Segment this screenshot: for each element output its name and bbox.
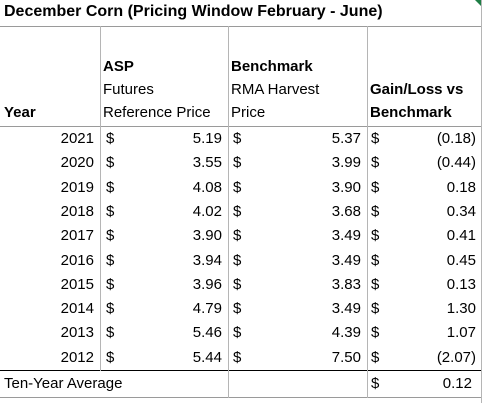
grid-line (0, 126, 482, 127)
gainloss-value: 0.13 (446, 275, 476, 293)
gainloss-value: 1.30 (446, 300, 476, 318)
asp-value: 4.08 (192, 178, 222, 196)
summary-currency: $ (371, 375, 380, 392)
grid-line (228, 26, 229, 398)
benchmark-value: 3.83 (331, 275, 361, 293)
asp-currency: $ (106, 154, 115, 172)
benchmark-currency: $ (233, 300, 242, 318)
gainloss-currency: $ (371, 202, 380, 220)
benchmark-value: 4.39 (331, 324, 361, 342)
gainloss-value: 0.34 (446, 202, 476, 220)
header-year: Year (4, 104, 36, 121)
gainloss-currency: $ (371, 324, 380, 342)
header-asp-line2: Futures (103, 81, 154, 98)
asp-currency: $ (106, 275, 115, 293)
year-cell: 2020 (60, 154, 94, 172)
year-cell: 2015 (60, 275, 94, 293)
gainloss-value: 0.41 (446, 227, 476, 245)
header-gainloss-line2: Benchmark (370, 104, 452, 121)
asp-currency: $ (106, 178, 115, 196)
gainloss-value: (0.18) (436, 130, 476, 147)
year-cell: 2012 (60, 348, 94, 366)
asp-currency: $ (106, 300, 115, 318)
benchmark-currency: $ (233, 275, 242, 293)
year-cell: 2014 (60, 300, 94, 318)
gainloss-value: 0.45 (446, 251, 476, 269)
year-cell: 2017 (60, 227, 94, 245)
gainloss-value: 1.07 (446, 324, 476, 342)
gainloss-currency: $ (371, 178, 380, 196)
asp-value: 3.90 (192, 227, 222, 245)
year-cell: 2013 (60, 324, 94, 342)
benchmark-currency: $ (233, 251, 242, 269)
asp-value: 5.46 (192, 324, 222, 342)
asp-value: 5.19 (192, 130, 222, 147)
benchmark-value: 3.49 (331, 251, 361, 269)
benchmark-currency: $ (233, 324, 242, 342)
year-cell: 2016 (60, 251, 94, 269)
gainloss-currency: $ (371, 251, 380, 269)
benchmark-value: 5.37 (331, 130, 361, 147)
year-cell: 2018 (60, 202, 94, 220)
year-cell: 2019 (60, 178, 94, 196)
header-asp-line3: Reference Price (103, 104, 211, 121)
grid-line (367, 26, 368, 398)
benchmark-value: 3.90 (331, 178, 361, 196)
grid-line (0, 370, 482, 371)
cell-indicator (475, 0, 482, 7)
asp-currency: $ (106, 251, 115, 269)
asp-currency: $ (106, 324, 115, 342)
benchmark-currency: $ (233, 178, 242, 196)
header-benchmark: Benchmark (231, 58, 313, 75)
header-asp: ASP (103, 58, 134, 75)
sheet-title: December Corn (Pricing Window February -… (4, 3, 383, 20)
header-benchmark-line3: Price (231, 104, 266, 121)
asp-value: 5.44 (192, 348, 222, 366)
benchmark-value: 3.99 (331, 154, 361, 172)
gainloss-currency: $ (371, 300, 380, 318)
benchmark-currency: $ (233, 154, 242, 172)
gainloss-currency: $ (371, 348, 380, 366)
gainloss-currency: $ (371, 130, 380, 147)
header-gainloss: Gain/Loss vs (370, 81, 464, 98)
summary-label: Ten-Year Average (4, 375, 123, 392)
gainloss-value: 0.18 (446, 178, 476, 196)
header-benchmark-line2: RMA Harvest (231, 81, 320, 98)
grid-line (100, 26, 101, 371)
benchmark-value: 3.49 (331, 227, 361, 245)
year-cell: 2021 (60, 130, 94, 147)
asp-currency: $ (106, 348, 115, 366)
gainloss-currency: $ (371, 227, 380, 245)
gainloss-value: (0.44) (436, 154, 476, 172)
asp-value: 3.55 (192, 154, 222, 172)
benchmark-currency: $ (233, 227, 242, 245)
gainloss-currency: $ (371, 154, 380, 172)
benchmark-currency: $ (233, 130, 242, 147)
grid-line (0, 26, 482, 27)
benchmark-value: 3.68 (331, 202, 361, 220)
asp-currency: $ (106, 227, 115, 245)
summary-gainloss: 0.12 (442, 375, 472, 392)
gainloss-currency: $ (371, 275, 380, 293)
asp-value: 3.94 (192, 251, 222, 269)
benchmark-currency: $ (233, 348, 242, 366)
asp-value: 4.02 (192, 202, 222, 220)
asp-value: 3.96 (192, 275, 222, 293)
benchmark-currency: $ (233, 202, 242, 220)
benchmark-value: 7.50 (331, 348, 361, 366)
grid-line (0, 397, 482, 398)
asp-currency: $ (106, 130, 115, 147)
gainloss-value: (2.07) (436, 348, 476, 366)
asp-currency: $ (106, 202, 115, 220)
asp-value: 4.79 (192, 300, 222, 318)
benchmark-value: 3.49 (331, 300, 361, 318)
